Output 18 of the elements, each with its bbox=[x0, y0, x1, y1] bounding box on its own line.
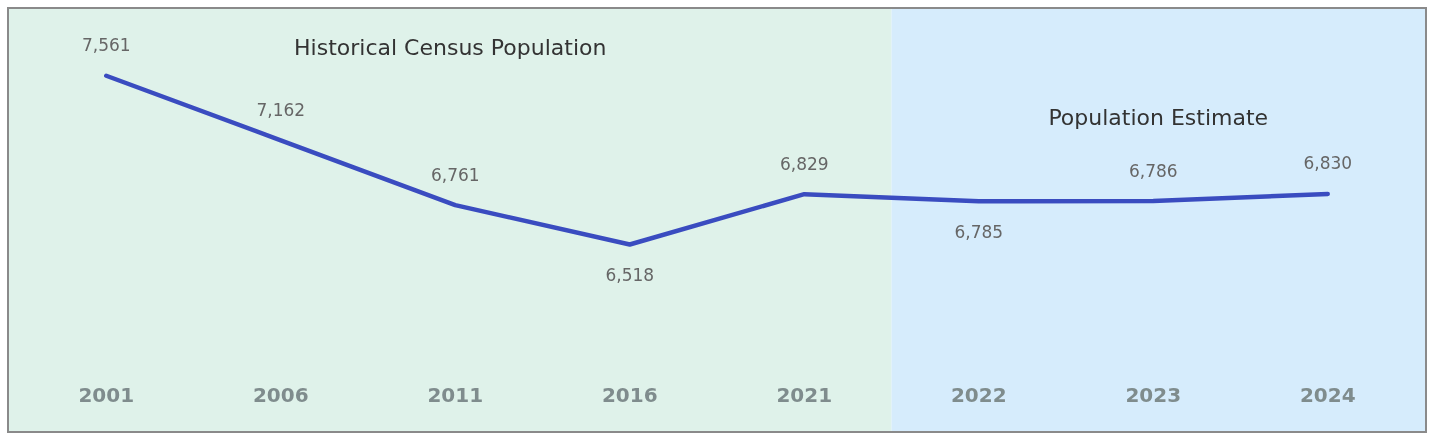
data-label: 6,830 bbox=[1303, 153, 1353, 174]
x-tick-label: 2024 bbox=[1299, 383, 1356, 407]
data-label: 7,162 bbox=[256, 99, 306, 120]
data-label: 6,518 bbox=[605, 264, 655, 285]
x-tick-label: 2011 bbox=[427, 383, 484, 407]
data-label: 6,761 bbox=[430, 164, 480, 185]
band-label: Population Estimate bbox=[1048, 104, 1269, 130]
band-label: Historical Census Population bbox=[294, 34, 607, 60]
data-label: 6,786 bbox=[1128, 160, 1178, 181]
x-tick-label: 2016 bbox=[601, 383, 658, 407]
data-label: 6,829 bbox=[779, 153, 829, 174]
x-tick-label: 2006 bbox=[252, 383, 309, 407]
x-tick-label: 2001 bbox=[78, 383, 135, 407]
data-label: 7,561 bbox=[81, 35, 131, 56]
data-label: 6,785 bbox=[954, 221, 1004, 242]
x-tick-label: 2023 bbox=[1125, 383, 1182, 407]
x-tick-label: 2021 bbox=[776, 383, 833, 407]
x-tick-label: 2022 bbox=[950, 383, 1007, 407]
